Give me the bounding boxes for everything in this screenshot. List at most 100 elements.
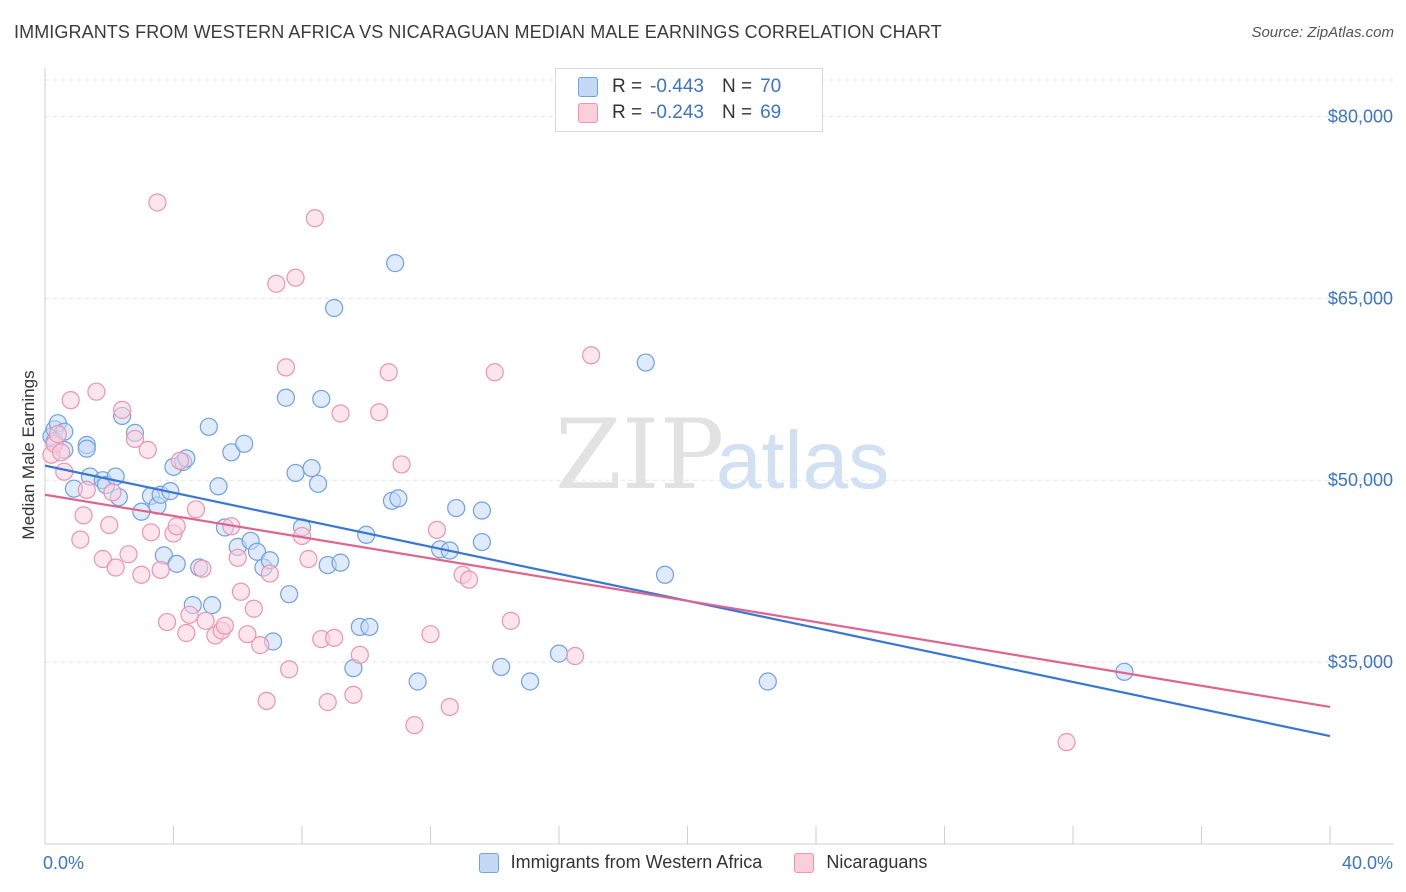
- data-point: [459, 570, 479, 589]
- data-point: [180, 605, 199, 624]
- data-point: [177, 623, 196, 643]
- legend-swatch-blue: [578, 77, 598, 97]
- legend-label: Nicaraguans: [826, 852, 928, 872]
- data-point: [472, 501, 491, 520]
- chart-source: Source: ZipAtlas.com: [1251, 24, 1394, 41]
- data-point: [112, 400, 132, 419]
- data-point: [167, 554, 186, 573]
- data-point: [170, 451, 190, 470]
- data-point: [276, 358, 296, 377]
- legend-item-western-africa[interactable]: Immigrants from Western Africa: [478, 852, 763, 873]
- data-point: [103, 483, 122, 502]
- data-point: [325, 298, 344, 318]
- watermark-zip: ZIP: [555, 399, 724, 511]
- data-point: [312, 389, 331, 409]
- data-point: [331, 404, 350, 423]
- data-point: [196, 611, 215, 630]
- data-point: [408, 672, 427, 691]
- data-point: [758, 672, 777, 691]
- data-point: [106, 558, 125, 577]
- data-point: [379, 363, 398, 382]
- data-point: [325, 628, 344, 647]
- data-point: [228, 548, 247, 567]
- data-point: [257, 691, 276, 711]
- data-point: [360, 617, 379, 637]
- data-point: [231, 582, 251, 601]
- data-point: [125, 429, 145, 449]
- gridlines: [45, 79, 1394, 663]
- data-point: [77, 439, 96, 458]
- data-point: [48, 425, 67, 444]
- data-point: [318, 693, 337, 712]
- data-point: [447, 498, 466, 518]
- series-legend: Immigrants from Western Africa Nicaragua…: [0, 852, 1406, 873]
- data-point: [308, 474, 328, 493]
- y-axis-label: Median Male Earnings: [19, 370, 38, 539]
- data-point: [157, 612, 177, 632]
- legend-swatch-pink: [794, 852, 815, 873]
- data-point: [472, 532, 491, 552]
- legend-row-western-africa: R = -0.443 N = 70: [578, 74, 781, 100]
- legend-n-value: 69: [760, 102, 782, 123]
- data-point: [238, 625, 257, 644]
- x-tick-label: 0.0%: [43, 853, 84, 873]
- legend-n-label: N =: [721, 76, 753, 97]
- y-tick-label: $50,000: [1328, 470, 1393, 490]
- data-point: [87, 382, 106, 401]
- data-point: [405, 716, 424, 735]
- data-point: [299, 549, 318, 569]
- data-point: [389, 489, 408, 508]
- data-point: [350, 645, 369, 664]
- watermark-atlas: atlas: [716, 415, 889, 506]
- data-point: [244, 599, 263, 618]
- data-point: [222, 443, 241, 462]
- data-point: [492, 657, 511, 677]
- data-point: [276, 388, 296, 407]
- x-tick-label: 40.0%: [1342, 853, 1393, 873]
- legend-label: Immigrants from Western Africa: [510, 852, 763, 872]
- trend-lines: [44, 464, 1331, 738]
- legend-swatch-blue: [478, 852, 499, 873]
- data-point: [286, 463, 305, 483]
- data-point: [148, 193, 167, 212]
- y-tick-label: $80,000: [1328, 106, 1393, 126]
- data-point: [331, 553, 350, 572]
- data-point: [199, 417, 218, 436]
- data-point: [51, 443, 71, 462]
- data-point: [77, 480, 96, 499]
- data-point: [440, 697, 459, 717]
- data-point: [193, 559, 212, 578]
- data-point: [280, 585, 299, 604]
- data-point: [549, 644, 569, 663]
- data-point: [286, 268, 305, 287]
- data-point: [421, 625, 440, 644]
- data-point: [344, 685, 363, 704]
- data-point: [485, 363, 504, 382]
- data-point: [370, 403, 389, 422]
- y-tick-label: $65,000: [1328, 288, 1393, 308]
- legend-r-value: -0.443: [650, 76, 704, 97]
- data-point: [251, 636, 270, 655]
- legend-row-nicaraguans: R = -0.243 N = 69: [578, 100, 781, 126]
- legend-swatch-pink: [578, 103, 598, 123]
- data-point: [186, 500, 206, 519]
- data-point: [392, 455, 411, 474]
- trend-line-nicaraguans: [44, 493, 1331, 709]
- data-point: [167, 517, 186, 536]
- chart-title: IMMIGRANTS FROM WESTERN AFRICA VS NICARA…: [14, 22, 942, 42]
- series-nicaraguans-points: [42, 193, 1076, 752]
- data-point: [93, 549, 112, 569]
- data-point: [260, 564, 279, 583]
- correlation-legend: R = -0.443 N = 70 R = -0.243 N = 69: [555, 68, 823, 132]
- data-point: [202, 595, 222, 615]
- data-point: [141, 523, 161, 542]
- data-point: [386, 254, 405, 273]
- data-point: [565, 646, 585, 666]
- data-point: [280, 660, 299, 679]
- data-point: [427, 520, 447, 540]
- axis-labels: Median Male Earnings: [19, 370, 38, 539]
- data-point: [247, 542, 267, 561]
- data-point: [119, 545, 138, 564]
- legend-item-nicaraguans[interactable]: Nicaraguans: [794, 852, 927, 873]
